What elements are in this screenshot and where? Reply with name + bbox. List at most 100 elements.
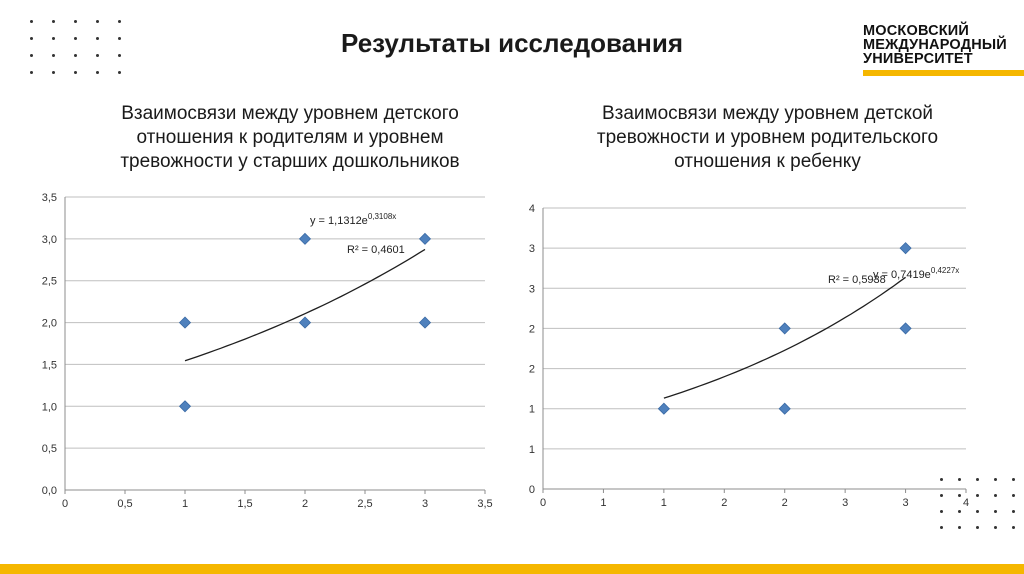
decorative-dot	[74, 54, 77, 57]
trendline-equation: y = 0,7419e0,4227x	[873, 266, 959, 281]
decorative-dot	[994, 478, 997, 481]
x-tick-label: 3,5	[477, 498, 492, 510]
y-tick-label: 3,0	[42, 234, 57, 246]
decorative-dot	[994, 526, 997, 529]
trendline	[663, 276, 906, 399]
decorative-dot	[96, 54, 99, 57]
y-tick-label: 4	[529, 203, 535, 215]
data-point	[778, 322, 791, 335]
decorative-dot	[994, 494, 997, 497]
x-tick-label: 1	[182, 498, 188, 510]
x-tick-label: 0	[62, 498, 68, 510]
decorative-dot	[52, 71, 55, 74]
x-tick-label: 1	[600, 497, 606, 509]
y-tick-label: 2	[529, 323, 535, 335]
decorative-dot	[52, 20, 55, 23]
equation-exponent: 0,4227x	[931, 266, 959, 275]
x-tick-label: 4	[963, 497, 969, 509]
data-point	[899, 242, 912, 255]
decorative-dot	[1012, 494, 1015, 497]
data-point	[418, 316, 432, 329]
decorative-dot	[940, 478, 943, 481]
decorative-dot	[976, 494, 979, 497]
y-tick-label: 2,0	[42, 318, 57, 330]
decorative-dot	[940, 526, 943, 529]
x-tick-label: 2	[302, 498, 308, 510]
y-tick-label: 3,5	[42, 192, 57, 204]
x-tick-label: 2,5	[357, 498, 372, 510]
x-tick-label: 2	[721, 497, 727, 509]
decorative-dot	[940, 510, 943, 513]
data-point	[298, 316, 312, 329]
decorative-dot	[30, 71, 33, 74]
y-tick-label: 0	[529, 484, 535, 496]
logo-line: МОСКОВСКИЙ	[863, 23, 970, 39]
x-tick-label: 1	[661, 497, 667, 509]
y-tick-label: 2	[529, 364, 535, 376]
decorative-dot	[118, 54, 121, 57]
x-tick-label: 3	[903, 497, 909, 509]
x-tick-label: 2	[782, 497, 788, 509]
x-tick-label: 1,5	[237, 498, 252, 510]
data-point	[418, 232, 432, 245]
decorative-dot	[96, 20, 99, 23]
decorative-dot	[1012, 526, 1015, 529]
decorative-dot	[52, 54, 55, 57]
x-tick-label: 0	[540, 497, 546, 509]
r-squared-label: R² = 0,5938	[828, 274, 886, 286]
y-tick-label: 1,0	[42, 401, 57, 413]
decorative-dot	[74, 20, 77, 23]
logo-line: МЕЖДУНАРОДНЫЙ	[863, 37, 1007, 53]
decorative-dot	[118, 20, 121, 23]
university-logo: МОСКОВСКИЙ МЕЖДУНАРОДНЫЙ УНИВЕРСИТЕТ	[863, 23, 1007, 67]
data-point	[178, 400, 192, 413]
data-point	[298, 232, 312, 245]
data-point	[657, 402, 670, 415]
decorative-dot	[958, 494, 961, 497]
decorative-dot	[940, 494, 943, 497]
decorative-dot	[96, 71, 99, 74]
decorative-dot	[30, 20, 33, 23]
equation-exponent: 0,3108x	[368, 212, 396, 221]
decorative-dot	[958, 478, 961, 481]
decorative-dot	[74, 71, 77, 74]
x-tick-label: 0,5	[117, 498, 132, 510]
logo-underline	[863, 70, 1024, 76]
decorative-dot	[976, 510, 979, 513]
y-tick-label: 0,5	[42, 443, 57, 455]
decorative-dot	[118, 71, 121, 74]
trendline-equation: y = 1,1312e0,3108x	[310, 212, 396, 227]
trendline	[184, 248, 426, 362]
y-tick-label: 0,0	[42, 485, 57, 497]
decorative-dot	[976, 478, 979, 481]
decorative-dot	[1012, 510, 1015, 513]
bottom-accent-bar	[0, 564, 1024, 574]
y-tick-label: 1,5	[42, 359, 57, 371]
decorative-dot	[958, 526, 961, 529]
y-tick-label: 3	[529, 283, 535, 295]
slide-title: Результаты исследования	[341, 28, 683, 58]
r-squared-label: R² = 0,4601	[347, 244, 405, 256]
decorative-dot	[30, 54, 33, 57]
logo-line: УНИВЕРСИТЕТ	[863, 51, 973, 67]
y-tick-label: 1	[529, 444, 535, 456]
decorative-dot	[976, 526, 979, 529]
decorative-dot	[994, 510, 997, 513]
x-tick-label: 3	[422, 498, 428, 510]
x-tick-label: 3	[842, 497, 848, 509]
decorative-dot	[958, 510, 961, 513]
decorative-dot	[1012, 478, 1015, 481]
decorative-dot	[118, 37, 121, 40]
right-chart-title: Взаимосвязи между уровнем детской тревож…	[596, 103, 939, 172]
data-point	[178, 316, 192, 329]
y-tick-label: 3	[529, 243, 535, 255]
data-point	[899, 322, 912, 335]
left-chart-title: Взаимосвязи между уровнем детского отнош…	[120, 103, 460, 172]
data-point	[778, 402, 791, 415]
y-tick-label: 1	[529, 404, 535, 416]
decorative-dot	[52, 37, 55, 40]
y-tick-label: 2,5	[42, 276, 57, 288]
decorative-dot	[96, 37, 99, 40]
decorative-dot	[30, 37, 33, 40]
